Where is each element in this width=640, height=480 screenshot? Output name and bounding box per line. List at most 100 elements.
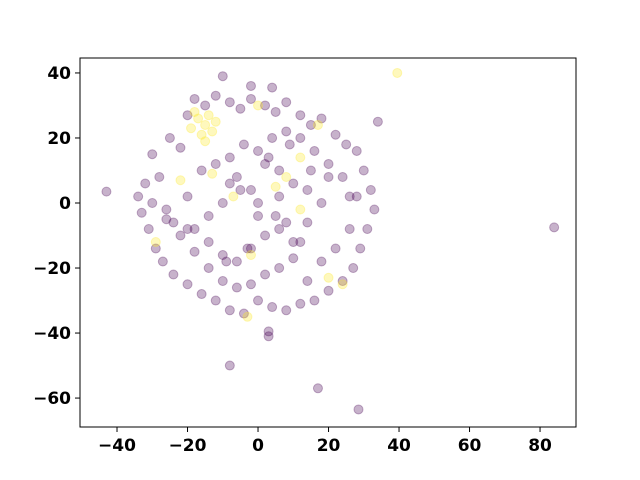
point [182,110,193,121]
point [253,211,264,222]
point [274,191,285,202]
point [270,181,281,192]
point [161,214,172,225]
point [323,285,334,296]
point [140,178,151,189]
point [344,224,355,235]
point [253,295,264,306]
point [295,110,306,121]
point [344,191,355,202]
point [224,152,235,163]
x-tick-label: 40 [387,436,411,456]
point [365,184,376,195]
y-tick-label: −40 [33,324,71,344]
point [242,311,253,322]
point [245,243,256,254]
point [182,279,193,290]
point [238,308,249,319]
point [274,165,285,176]
point [281,126,292,137]
point [369,204,380,215]
y-tick-label: 20 [47,129,71,149]
point [253,100,264,111]
point [330,129,341,140]
point [224,97,235,108]
point [203,110,214,121]
point [312,119,323,130]
y-tick-label: −20 [33,259,71,279]
point [245,279,256,290]
point [295,204,306,215]
point [341,139,352,150]
point [245,93,256,104]
point [295,132,306,143]
point [136,207,147,218]
point [353,404,364,415]
point [245,80,256,91]
point [196,289,207,300]
point [309,295,320,306]
point [168,217,179,228]
point [210,295,221,306]
y-tick-label: 0 [59,194,71,214]
point [133,191,144,202]
point [207,168,218,179]
point [267,302,278,313]
point [295,237,306,248]
point [203,237,214,248]
point [260,158,271,169]
point [200,119,211,130]
point [217,197,228,208]
point [316,113,327,124]
point [337,276,348,287]
point [288,237,299,248]
point [175,230,186,241]
point [207,126,218,137]
point [302,184,313,195]
x-tick-label: 60 [458,436,482,456]
point [224,360,235,371]
point [235,184,246,195]
point [263,326,274,337]
point [281,97,292,108]
point [200,136,211,147]
point [147,197,158,208]
point [337,171,348,182]
point [231,282,242,293]
point [157,256,168,267]
point [228,191,239,202]
point [284,139,295,150]
point [260,269,271,280]
point [189,224,200,235]
point [358,165,369,176]
point [210,158,221,169]
point [337,279,348,290]
point [210,90,221,101]
point [217,276,228,287]
point [196,129,207,140]
point [288,253,299,264]
point [224,178,235,189]
point [182,191,193,202]
x-tick-label: 80 [528,436,552,456]
point [312,383,323,394]
point [549,222,560,233]
point [295,152,306,163]
point [263,152,274,163]
point [189,246,200,257]
plot-frame [79,57,577,428]
point [281,171,292,182]
point [323,272,334,283]
point [235,103,246,114]
point [270,211,281,222]
point [200,100,211,111]
point [302,276,313,287]
x-tick-label: 20 [317,436,341,456]
point [196,165,207,176]
point [305,119,316,130]
point [270,106,281,117]
point [101,186,112,197]
point [150,237,161,248]
point [274,263,285,274]
